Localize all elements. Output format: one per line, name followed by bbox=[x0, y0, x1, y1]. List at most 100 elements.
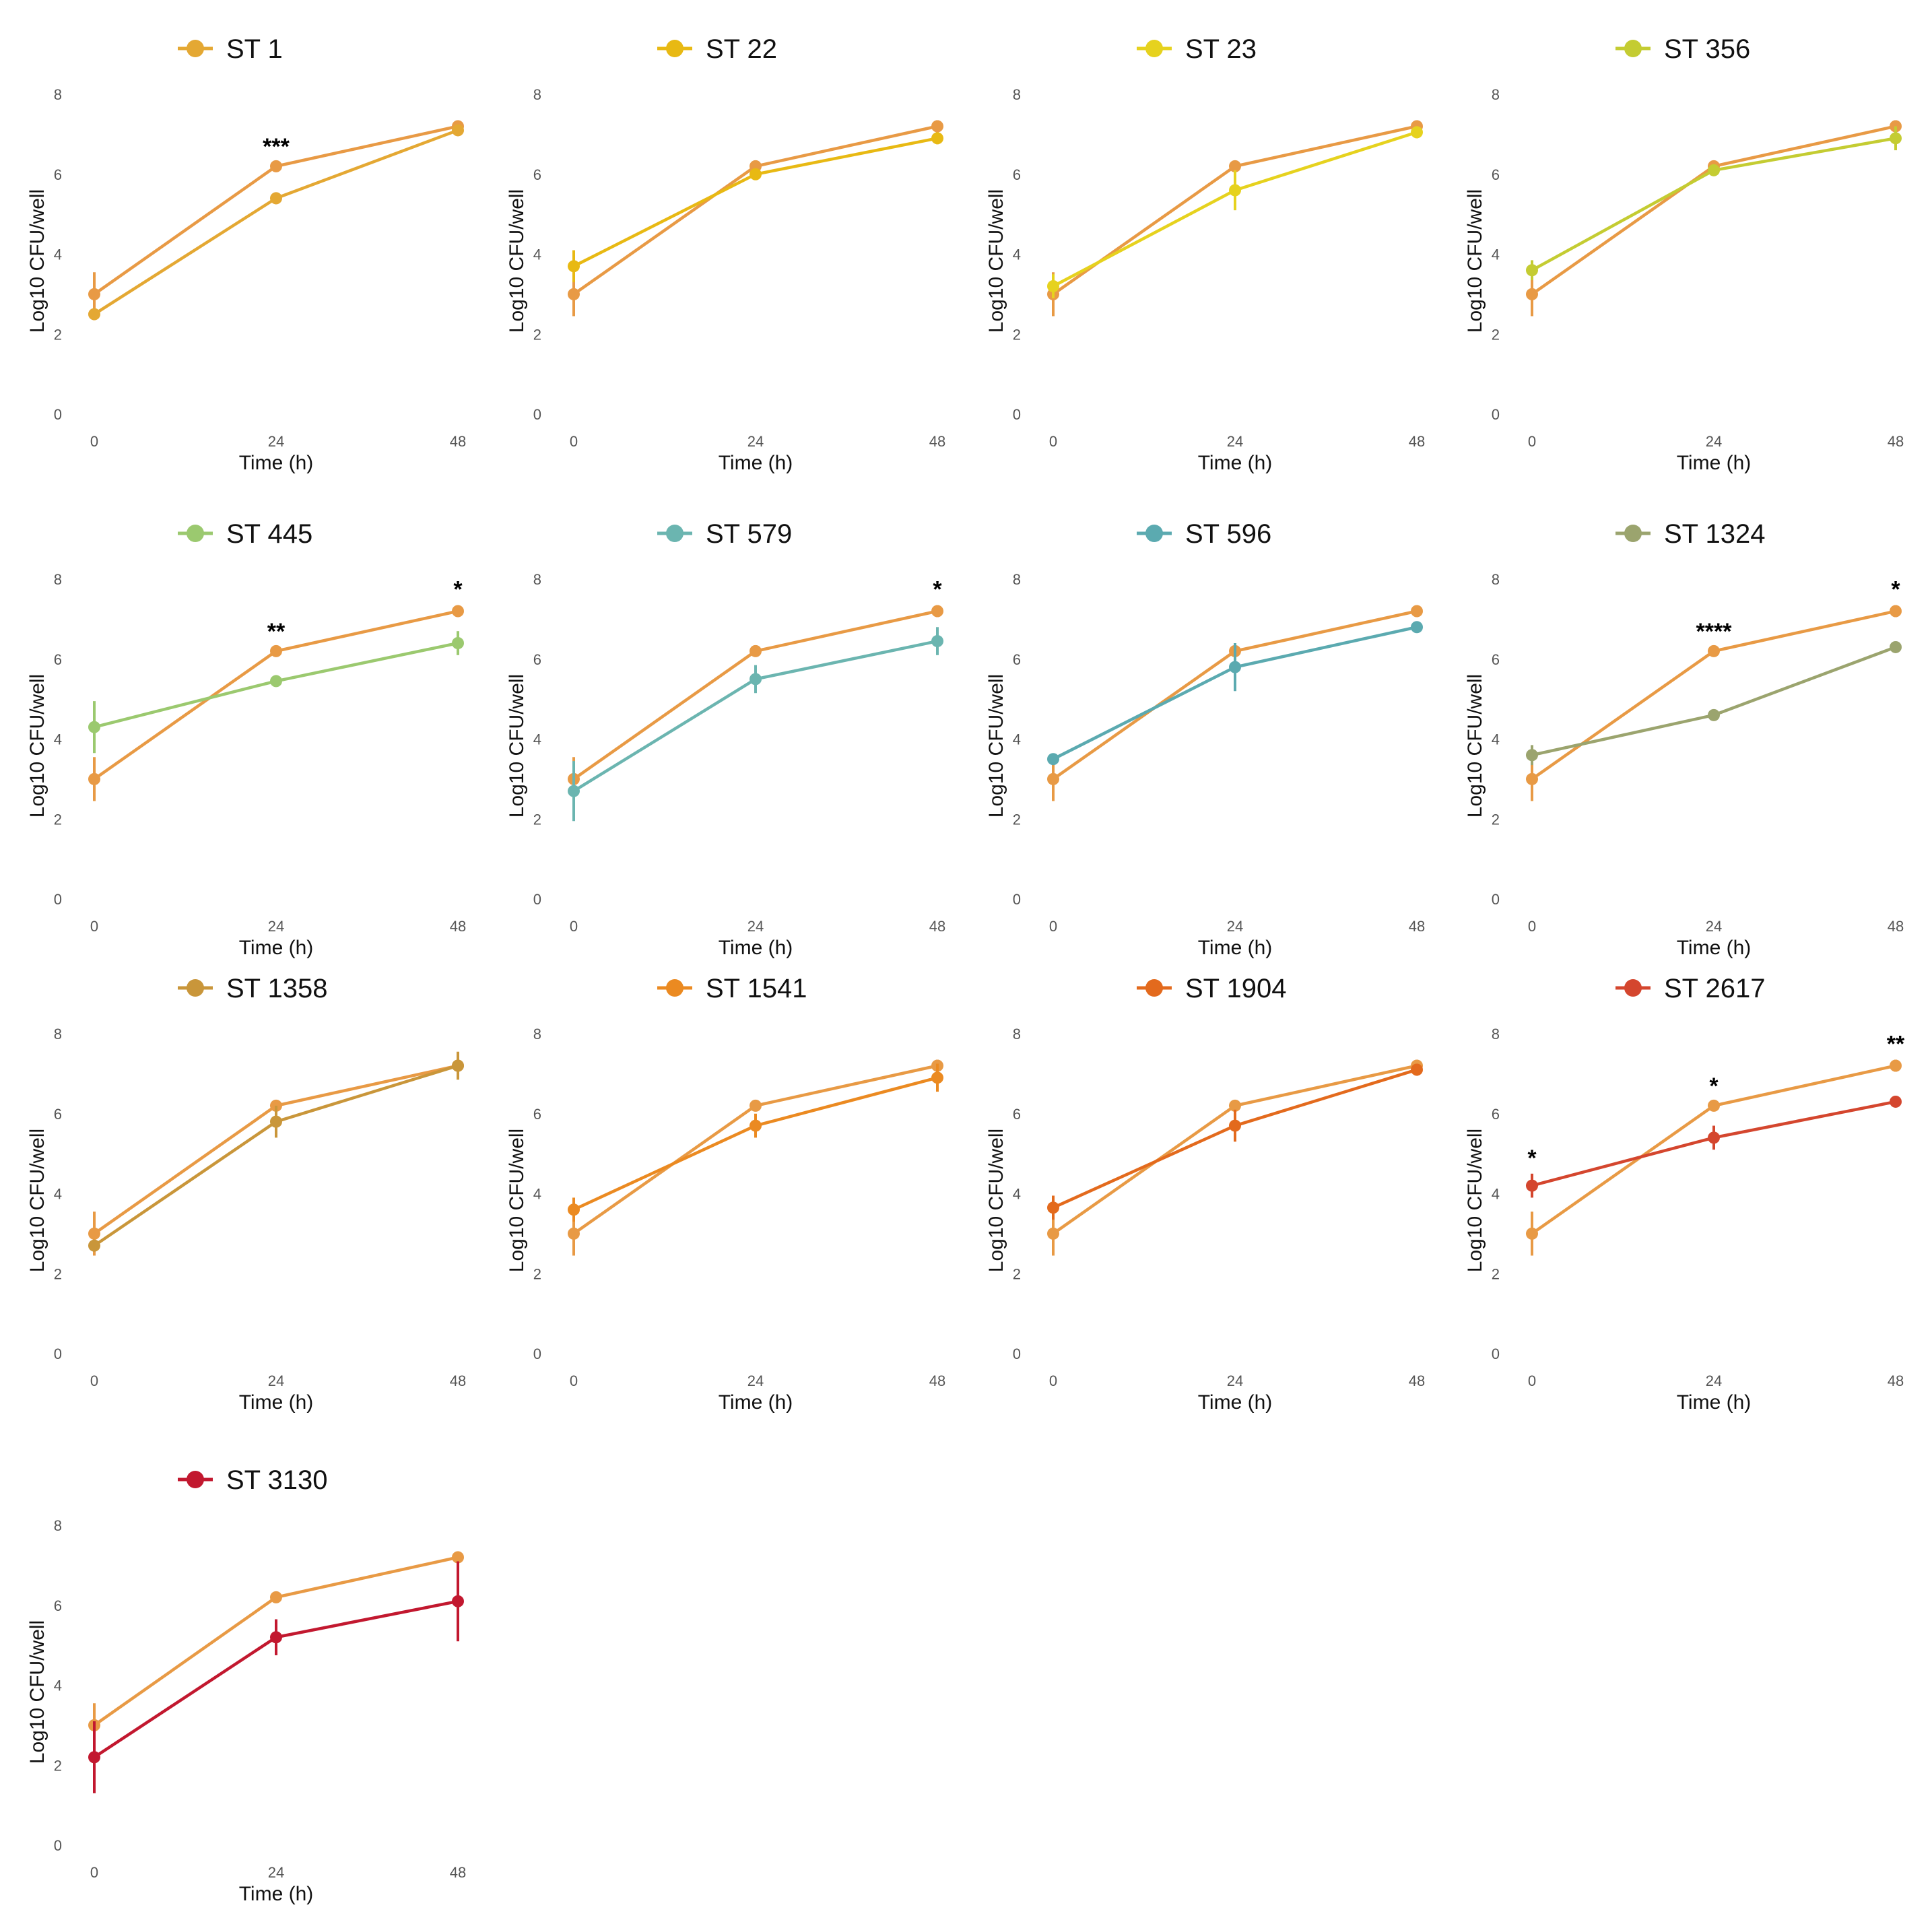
legend-marker bbox=[666, 979, 684, 997]
y-axis-title: Log10 CFU/well bbox=[985, 1129, 1007, 1272]
data-point bbox=[270, 1115, 282, 1128]
data-point bbox=[750, 168, 762, 180]
y-tick-label: 2 bbox=[54, 326, 62, 343]
y-tick-label: 0 bbox=[533, 891, 541, 908]
chart-legend: ST 23 bbox=[1137, 34, 1257, 64]
x-tick-label: 48 bbox=[1888, 1372, 1904, 1389]
data-point bbox=[270, 1631, 282, 1644]
y-axis-title: Log10 CFU/well bbox=[1464, 1129, 1486, 1272]
y-tick-label: 2 bbox=[1492, 326, 1500, 343]
data-point bbox=[568, 1203, 580, 1216]
data-point bbox=[1229, 661, 1241, 673]
series-line bbox=[572, 137, 938, 268]
data-point bbox=[88, 1239, 100, 1252]
legend-label: ST 22 bbox=[706, 34, 777, 64]
x-tick-label: 0 bbox=[1528, 433, 1536, 450]
series-st-356 bbox=[1526, 126, 1902, 281]
y-axis-title: Log10 CFU/well bbox=[506, 189, 528, 333]
legend-marker bbox=[666, 525, 684, 542]
data-point bbox=[1890, 132, 1902, 145]
x-tick-label: 24 bbox=[747, 433, 764, 450]
series-reference bbox=[568, 605, 943, 801]
data-point bbox=[750, 644, 762, 657]
x-axis-title: Time (h) bbox=[1677, 1391, 1752, 1414]
y-tick-label: 0 bbox=[54, 1837, 62, 1854]
y-tick-label: 4 bbox=[54, 1678, 62, 1694]
data-point bbox=[88, 1751, 100, 1764]
y-tick-label: 4 bbox=[1492, 246, 1500, 263]
chart-legend: ST 445 bbox=[178, 519, 312, 549]
y-tick-label: 2 bbox=[1492, 1265, 1500, 1282]
series-line bbox=[1052, 609, 1418, 781]
chart-legend: ST 2617 bbox=[1615, 974, 1766, 1003]
x-tick-label: 24 bbox=[268, 1372, 284, 1389]
y-axis-title: Log10 CFU/well bbox=[506, 1129, 528, 1272]
data-point bbox=[270, 675, 282, 688]
data-point bbox=[568, 1227, 580, 1240]
y-tick-label: 2 bbox=[1492, 811, 1500, 828]
chart-legend: ST 356 bbox=[1615, 34, 1750, 64]
legend-label: ST 1358 bbox=[226, 974, 328, 1003]
data-point bbox=[1526, 1227, 1538, 1240]
data-point bbox=[452, 1059, 464, 1072]
data-point bbox=[270, 644, 282, 657]
data-point bbox=[1526, 288, 1538, 300]
x-axis-title: Time (h) bbox=[239, 937, 314, 959]
x-tick-label: 48 bbox=[1409, 433, 1425, 450]
y-tick-label: 2 bbox=[533, 1265, 541, 1282]
y-axis-title: Log10 CFU/well bbox=[985, 674, 1007, 818]
significance-marker: **** bbox=[1696, 619, 1733, 644]
y-tick-label: 4 bbox=[1492, 731, 1500, 748]
data-point bbox=[452, 1551, 464, 1564]
data-point bbox=[1047, 1227, 1059, 1240]
legend-label: ST 356 bbox=[1664, 34, 1750, 64]
y-tick-label: 2 bbox=[54, 1265, 62, 1282]
legend-label: ST 579 bbox=[706, 519, 792, 549]
x-tick-label: 24 bbox=[1706, 433, 1722, 450]
significance-marker: * bbox=[1709, 1073, 1719, 1099]
chart-legend: ST 596 bbox=[1137, 519, 1271, 549]
x-tick-label: 24 bbox=[268, 433, 284, 450]
series-line bbox=[572, 125, 938, 296]
chart-legend: ST 3130 bbox=[178, 1465, 328, 1495]
series-reference bbox=[1526, 1059, 1902, 1256]
x-tick-label: 24 bbox=[1227, 1372, 1243, 1389]
y-tick-label: 4 bbox=[1013, 246, 1021, 263]
y-tick-label: 6 bbox=[54, 1106, 62, 1123]
legend-marker bbox=[666, 40, 684, 57]
x-axis-title: Time (h) bbox=[719, 1391, 793, 1414]
x-tick-label: 24 bbox=[1227, 918, 1243, 935]
significance-marker: * bbox=[1527, 1145, 1537, 1171]
x-tick-label: 24 bbox=[268, 918, 284, 935]
significance-marker: *** bbox=[263, 134, 290, 160]
series-st-23 bbox=[1047, 126, 1423, 298]
data-point bbox=[1890, 640, 1902, 653]
x-tick-label: 24 bbox=[747, 1372, 764, 1389]
data-point bbox=[1890, 1059, 1902, 1072]
y-tick-label: 6 bbox=[1492, 651, 1500, 668]
y-tick-label: 6 bbox=[1492, 1106, 1500, 1123]
chart-legend: ST 579 bbox=[657, 519, 792, 549]
series-line bbox=[1531, 137, 1896, 272]
x-tick-label: 48 bbox=[1888, 433, 1904, 450]
data-point bbox=[1708, 1131, 1720, 1144]
x-tick-label: 0 bbox=[90, 433, 98, 450]
data-point bbox=[88, 288, 100, 300]
data-point bbox=[452, 605, 464, 618]
x-tick-label: 24 bbox=[1706, 918, 1722, 935]
y-tick-label: 8 bbox=[1492, 571, 1500, 588]
y-axis-title: Log10 CFU/well bbox=[985, 189, 1007, 333]
y-tick-label: 0 bbox=[54, 406, 62, 423]
legend-label: ST 596 bbox=[1185, 519, 1271, 549]
y-tick-label: 4 bbox=[54, 246, 62, 263]
y-tick-label: 6 bbox=[54, 166, 62, 183]
y-tick-label: 0 bbox=[54, 891, 62, 908]
